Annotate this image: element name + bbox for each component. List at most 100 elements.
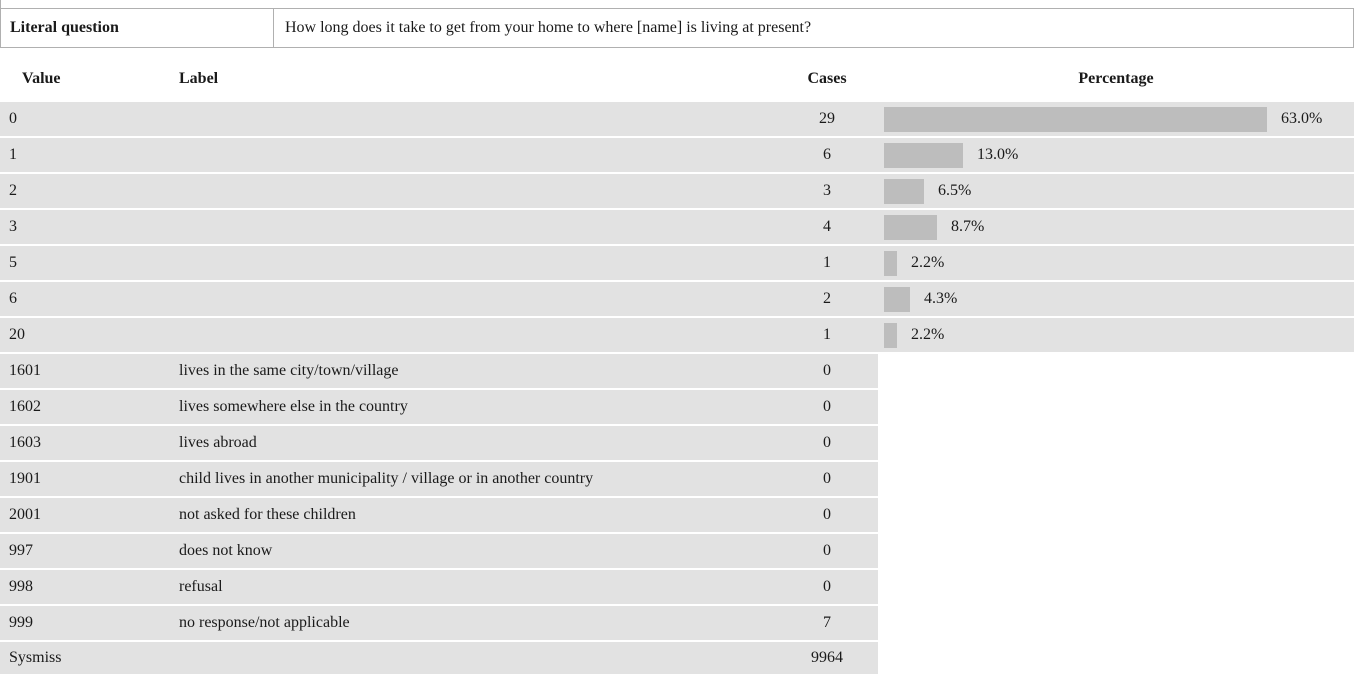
- cell-label: [170, 138, 776, 174]
- cell-cases: 1: [776, 246, 878, 282]
- cell-value: 2: [0, 174, 170, 210]
- table-body: 0 29 63.0% 1 6 13.0% 2 3 6.5% 3 4 8.7% 5 1 2.2% 6 2 4.3% 2…: [0, 102, 1354, 674]
- table-row: Sysmiss 9964: [0, 642, 1354, 674]
- cell-value: 5: [0, 246, 170, 282]
- cell-cases: 2: [776, 282, 878, 318]
- cell-value: 1901: [0, 462, 170, 498]
- cell-value: 0: [0, 102, 170, 138]
- percentage-bar-wrap: 2.2%: [878, 246, 1354, 280]
- table-row: 998 refusal 0: [0, 570, 1354, 606]
- cell-value: 20: [0, 318, 170, 354]
- cell-label: lives in the same city/town/village: [170, 354, 776, 390]
- cell-cases: 1: [776, 318, 878, 354]
- percentage-bar-wrap: 6.5%: [878, 174, 1354, 208]
- cell-cases: 0: [776, 570, 878, 606]
- cell-value: 997: [0, 534, 170, 570]
- cell-cases: 0: [776, 534, 878, 570]
- percentage-label: 8.7%: [951, 218, 985, 235]
- percentage-bar: [884, 322, 897, 348]
- cell-cases: 0: [776, 498, 878, 534]
- cell-percentage: 2.2%: [878, 318, 1354, 354]
- cell-percentage: [878, 390, 1354, 426]
- percentage-bar-wrap: 8.7%: [878, 210, 1354, 244]
- cell-percentage: [878, 426, 1354, 462]
- cell-percentage: [878, 606, 1354, 642]
- cell-label: [170, 318, 776, 354]
- cell-value: 6: [0, 282, 170, 318]
- percentage-bar: [884, 214, 937, 240]
- cell-label: refusal: [170, 570, 776, 606]
- cell-percentage: 6.5%: [878, 174, 1354, 210]
- table-row: 0 29 63.0%: [0, 102, 1354, 138]
- cell-value: 1602: [0, 390, 170, 426]
- cell-cases: 9964: [776, 642, 878, 674]
- cell-value: 1: [0, 138, 170, 174]
- cell-percentage: 4.3%: [878, 282, 1354, 318]
- frequency-table: Value Label Cases Percentage 0 29 63.0% 1 6 1…: [0, 58, 1354, 674]
- cell-percentage: 8.7%: [878, 210, 1354, 246]
- cell-percentage: [878, 354, 1354, 390]
- percentage-bar: [884, 142, 963, 168]
- cell-cases: 0: [776, 426, 878, 462]
- cell-value: 3: [0, 210, 170, 246]
- table-row: 3 4 8.7%: [0, 210, 1354, 246]
- percentage-bar: [884, 250, 897, 276]
- literal-question-label: Literal question: [0, 9, 274, 47]
- cell-percentage: 13.0%: [878, 138, 1354, 174]
- cell-value: 1603: [0, 426, 170, 462]
- cell-percentage: [878, 534, 1354, 570]
- cell-label: lives somewhere else in the country: [170, 390, 776, 426]
- cell-value: 2001: [0, 498, 170, 534]
- percentage-label: 4.3%: [924, 290, 958, 307]
- cell-percentage: [878, 570, 1354, 606]
- cell-cases: 0: [776, 354, 878, 390]
- table-row: 2 3 6.5%: [0, 174, 1354, 210]
- percentage-bar-wrap: 13.0%: [878, 138, 1354, 172]
- percentage-label: 13.0%: [977, 146, 1019, 163]
- percentage-label: 63.0%: [1281, 110, 1323, 127]
- percentage-bar-wrap: 63.0%: [878, 102, 1354, 136]
- percentage-label: 2.2%: [911, 326, 945, 343]
- cell-value: 998: [0, 570, 170, 606]
- table-row: 1602 lives somewhere else in the country 0: [0, 390, 1354, 426]
- header-cases: Cases: [776, 58, 878, 102]
- table-row: 5 1 2.2%: [0, 246, 1354, 282]
- cell-label: [170, 246, 776, 282]
- cell-value: Sysmiss: [0, 642, 170, 674]
- header-label: Label: [170, 58, 776, 102]
- header-value: Value: [0, 58, 170, 102]
- cell-cases: 0: [776, 462, 878, 498]
- cell-cases: 6: [776, 138, 878, 174]
- percentage-bar: [884, 106, 1267, 132]
- cell-percentage: 2.2%: [878, 246, 1354, 282]
- cell-percentage: [878, 642, 1354, 674]
- cell-value: 999: [0, 606, 170, 642]
- cell-percentage: [878, 498, 1354, 534]
- table-row: 2001 not asked for these children 0: [0, 498, 1354, 534]
- cell-label: [170, 174, 776, 210]
- table-row: 997 does not know 0: [0, 534, 1354, 570]
- percentage-bar: [884, 286, 910, 312]
- table-row: 999 no response/not applicable 7: [0, 606, 1354, 642]
- cell-label: [170, 642, 776, 674]
- table-row: 1 6 13.0%: [0, 138, 1354, 174]
- cell-cases: 0: [776, 390, 878, 426]
- literal-question-row: Literal question How long does it take t…: [0, 8, 1354, 48]
- percentage-bar-wrap: 2.2%: [878, 318, 1354, 352]
- percentage-bar: [884, 178, 924, 204]
- cell-percentage: 63.0%: [878, 102, 1354, 138]
- literal-question-text: How long does it take to get from your h…: [274, 9, 1354, 47]
- table-row: 6 2 4.3%: [0, 282, 1354, 318]
- cell-label: [170, 282, 776, 318]
- table-row: 1603 lives abroad 0: [0, 426, 1354, 462]
- cell-cases: 7: [776, 606, 878, 642]
- header-percentage: Percentage: [878, 58, 1354, 102]
- cell-cases: 29: [776, 102, 878, 138]
- cell-label: [170, 102, 776, 138]
- cell-label: not asked for these children: [170, 498, 776, 534]
- percentage-label: 6.5%: [938, 182, 972, 199]
- cell-cases: 4: [776, 210, 878, 246]
- percentage-label: 2.2%: [911, 254, 945, 271]
- cell-label: does not know: [170, 534, 776, 570]
- cell-label: child lives in another municipality / vi…: [170, 462, 776, 498]
